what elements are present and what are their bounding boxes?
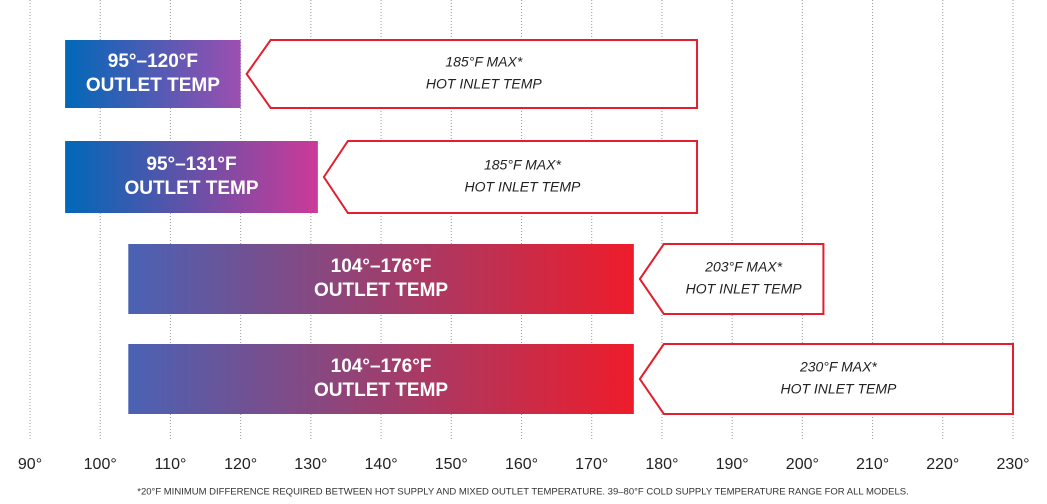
inlet-caption: HOT INLET TEMP bbox=[426, 76, 543, 92]
x-tick-label: 180° bbox=[645, 456, 678, 473]
outlet-caption: OUTLET TEMP bbox=[314, 280, 448, 301]
inlet-caption: HOT INLET TEMP bbox=[780, 381, 897, 397]
inlet-arrow bbox=[640, 244, 824, 314]
x-tick-label: 230° bbox=[996, 456, 1029, 473]
x-tick-label: 150° bbox=[435, 456, 468, 473]
x-tick-label: 190° bbox=[716, 456, 749, 473]
x-tick-label: 220° bbox=[926, 456, 959, 473]
inlet-caption: HOT INLET TEMP bbox=[686, 281, 803, 297]
x-tick-label: 100° bbox=[84, 456, 117, 473]
x-tick-label: 170° bbox=[575, 456, 608, 473]
chart: *20°F MINIMUM DIFFERENCE REQUIRED BETWEE… bbox=[0, 0, 1047, 504]
inlet-max-label: 185°F MAX* bbox=[445, 54, 522, 70]
footnote: *20°F MINIMUM DIFFERENCE REQUIRED BETWEE… bbox=[137, 487, 908, 498]
inlet-caption: HOT INLET TEMP bbox=[465, 179, 582, 195]
outlet-caption: OUTLET TEMP bbox=[124, 178, 258, 199]
outlet-range-label: 104°–176°F bbox=[331, 256, 432, 277]
x-tick-label: 90° bbox=[18, 456, 42, 473]
x-tick-label: 140° bbox=[365, 456, 398, 473]
x-tick-label: 200° bbox=[786, 456, 819, 473]
outlet-caption: OUTLET TEMP bbox=[86, 75, 220, 96]
x-tick-label: 110° bbox=[154, 456, 186, 473]
x-tick-label: 130° bbox=[294, 456, 327, 473]
outlet-range-label: 104°–176°F bbox=[331, 356, 432, 377]
outlet-bar bbox=[128, 344, 634, 414]
x-tick-label: 120° bbox=[224, 456, 257, 473]
outlet-range-label: 95°–131°F bbox=[146, 154, 236, 175]
inlet-arrow bbox=[324, 141, 697, 213]
inlet-arrow bbox=[640, 344, 1013, 414]
x-tick-label: 210° bbox=[856, 456, 889, 473]
outlet-bar bbox=[128, 244, 634, 314]
outlet-range-label: 95°–120°F bbox=[108, 51, 198, 72]
inlet-max-label: 230°F MAX* bbox=[799, 359, 877, 375]
inlet-max-label: 203°F MAX* bbox=[704, 259, 782, 275]
x-tick-label: 160° bbox=[505, 456, 538, 473]
inlet-arrow bbox=[247, 40, 697, 108]
outlet-bar bbox=[65, 141, 318, 213]
inlet-max-label: 185°F MAX* bbox=[484, 157, 561, 173]
outlet-caption: OUTLET TEMP bbox=[314, 380, 448, 401]
